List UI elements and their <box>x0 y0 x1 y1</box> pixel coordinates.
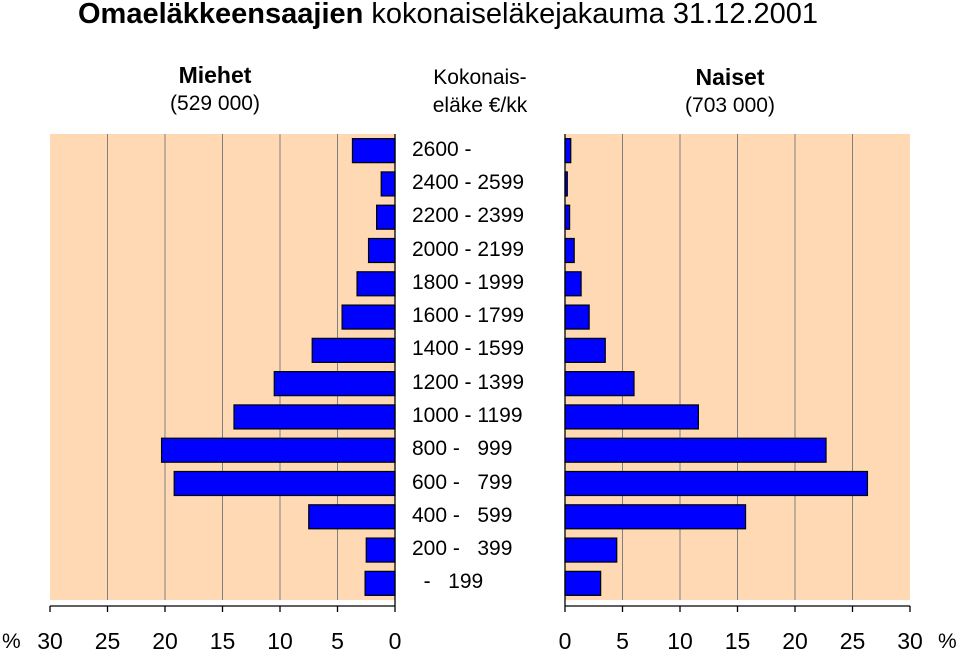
men-bar <box>351 138 396 164</box>
women-bar <box>564 504 747 530</box>
center-header-line1: Kokonais- <box>433 66 527 89</box>
category-label: 1400 - 1599 <box>412 337 525 361</box>
women-bar <box>564 371 635 397</box>
men-bar <box>380 171 396 197</box>
women-bar <box>564 271 582 297</box>
category-label: 1000 - 1199 <box>412 403 523 427</box>
men-count: (529 000) <box>170 92 260 115</box>
women-tick-label: 25 <box>839 628 866 654</box>
center-header: Kokonais- eläke €/kk <box>380 64 580 120</box>
men-tick-label: 20 <box>152 628 178 654</box>
women-bar <box>564 138 572 164</box>
category-label: - 199 <box>412 570 484 594</box>
women-bar <box>564 570 602 596</box>
women-tick-label: 30 <box>897 628 923 654</box>
women-title: Naiset <box>695 64 765 90</box>
women-bar <box>564 404 699 430</box>
category-label: 1600 - 1799 <box>412 304 525 328</box>
women-bar <box>564 204 571 230</box>
women-bar <box>564 237 575 264</box>
men-header: Miehet (529 000) <box>115 62 315 116</box>
category-label: 2400 - 2599 <box>412 170 525 194</box>
category-label: 600 - 799 <box>412 470 513 494</box>
men-bar <box>356 271 396 297</box>
category-label: 800 - 999 <box>412 437 513 461</box>
men-bar <box>273 371 396 397</box>
category-label: 2200 - 2399 <box>412 204 525 228</box>
category-label: 400 - 599 <box>412 503 513 527</box>
percent-sign-right: % <box>938 630 957 653</box>
women-tick-label: 10 <box>667 628 693 654</box>
men-bar <box>364 570 396 596</box>
women-bar <box>564 470 869 497</box>
women-tick-label: 15 <box>724 628 751 654</box>
men-bar <box>341 304 396 330</box>
men-bar <box>308 504 396 530</box>
men-bar <box>311 337 396 363</box>
percent-sign-left: % <box>2 630 21 653</box>
women-count: (703 000) <box>685 94 775 117</box>
men-bar <box>233 404 396 430</box>
category-label: 200 - 399 <box>412 537 513 561</box>
category-label: 1200 - 1399 <box>412 370 525 394</box>
men-bar <box>367 237 396 264</box>
women-bar <box>564 537 618 563</box>
men-tick-label: 5 <box>331 628 344 654</box>
men-bar <box>173 470 396 497</box>
category-label: 1800 - 1999 <box>412 270 525 294</box>
women-bar <box>564 437 827 463</box>
men-bar <box>376 204 396 230</box>
men-tick-label: 15 <box>209 628 236 654</box>
women-bar <box>564 337 606 363</box>
men-tick-label: 25 <box>94 628 121 654</box>
chart-title: Omaeläkkeensaajien kokonaiseläkejakauma … <box>78 0 819 30</box>
category-label: 2600 - <box>412 137 472 161</box>
women-header: Naiset (703 000) <box>630 64 830 118</box>
men-bar <box>365 537 396 563</box>
category-label: 2000 - 2199 <box>412 237 525 261</box>
men-title: Miehet <box>178 62 252 88</box>
men-tick-label: 10 <box>267 628 293 654</box>
women-bar <box>564 304 590 330</box>
women-tick-label: 20 <box>782 628 808 654</box>
men-tick-label: 0 <box>388 628 402 654</box>
women-tick-label: 5 <box>616 628 629 654</box>
women-tick-label: 0 <box>558 628 572 654</box>
men-bar <box>160 437 396 463</box>
center-header-line2: eläke €/kk <box>432 94 528 117</box>
men-tick-label: 30 <box>37 628 63 654</box>
